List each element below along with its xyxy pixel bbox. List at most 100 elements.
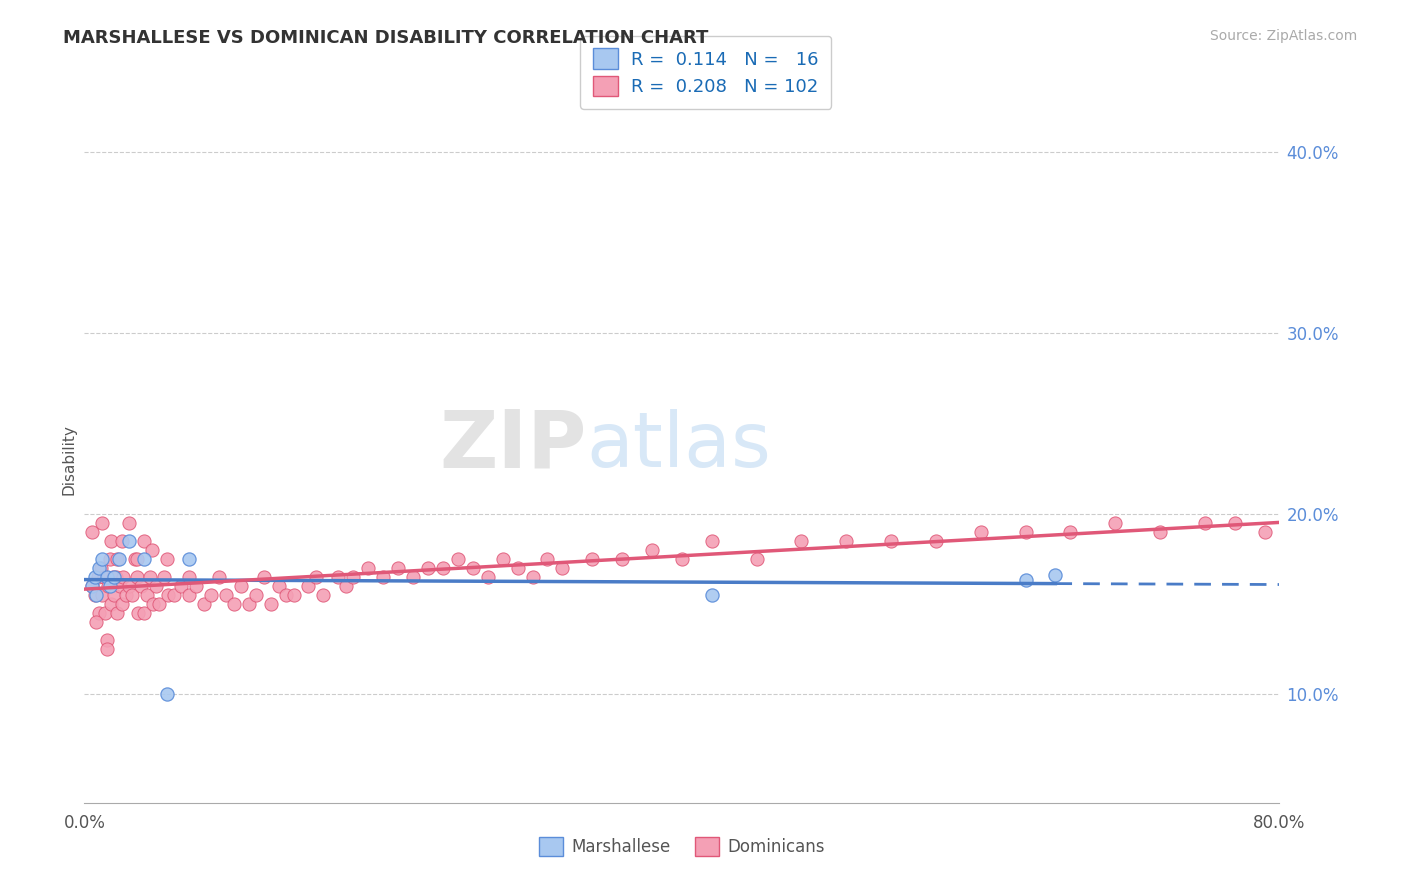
Text: Source: ZipAtlas.com: Source: ZipAtlas.com	[1209, 29, 1357, 43]
Point	[477, 570, 499, 584]
Point	[163, 588, 186, 602]
Point	[132, 551, 156, 566]
Point	[238, 597, 260, 611]
Point	[91, 551, 114, 566]
Point	[305, 570, 328, 584]
Point	[94, 606, 117, 620]
Point	[416, 561, 439, 575]
Point	[925, 533, 948, 548]
Point	[790, 533, 813, 548]
Point	[152, 570, 174, 584]
Point	[1104, 516, 1126, 530]
Point	[522, 570, 544, 584]
Point	[97, 579, 120, 593]
Point	[745, 551, 768, 566]
Point	[100, 597, 122, 611]
Point	[142, 597, 165, 611]
Point	[155, 687, 177, 701]
Point	[312, 588, 335, 602]
Point	[90, 561, 112, 575]
Point	[125, 570, 148, 584]
Point	[177, 551, 200, 566]
Point	[461, 561, 484, 575]
Text: atlas: atlas	[586, 409, 770, 483]
Point	[136, 588, 159, 602]
Text: ZIP: ZIP	[439, 407, 586, 484]
Point	[87, 570, 110, 584]
Point	[141, 542, 163, 557]
Point	[612, 551, 634, 566]
Point	[215, 588, 238, 602]
Point	[581, 551, 603, 566]
Point	[1149, 524, 1171, 539]
Point	[297, 579, 319, 593]
Point	[200, 588, 222, 602]
Point	[121, 588, 143, 602]
Point	[93, 570, 115, 584]
Point	[880, 533, 903, 548]
Legend: Marshallese, Dominicans: Marshallese, Dominicans	[533, 830, 831, 863]
Point	[1223, 516, 1246, 530]
Point	[970, 524, 993, 539]
Point	[91, 516, 114, 530]
Point	[80, 579, 103, 593]
Point	[110, 579, 132, 593]
Point	[104, 570, 127, 584]
Point	[83, 570, 105, 584]
Point	[335, 579, 357, 593]
Point	[835, 533, 858, 548]
Point	[506, 561, 529, 575]
Point	[1014, 524, 1036, 539]
Point	[100, 533, 122, 548]
Point	[118, 516, 141, 530]
Point	[112, 570, 135, 584]
Point	[129, 579, 152, 593]
Point	[357, 561, 380, 575]
Point	[208, 570, 231, 584]
Point	[132, 533, 156, 548]
Point	[700, 588, 723, 602]
Point	[89, 606, 111, 620]
Y-axis label: Disability: Disability	[60, 424, 76, 495]
Point	[105, 551, 128, 566]
Point	[671, 551, 693, 566]
Point	[1194, 516, 1216, 530]
Point	[186, 579, 208, 593]
Point	[103, 570, 125, 584]
Point	[700, 533, 723, 548]
Point	[1059, 524, 1081, 539]
Point	[193, 597, 215, 611]
Point	[96, 642, 118, 657]
Point	[157, 588, 180, 602]
Point	[118, 533, 141, 548]
Point	[283, 588, 305, 602]
Point	[1045, 568, 1067, 582]
Point	[105, 606, 128, 620]
Point	[245, 588, 267, 602]
Point	[402, 570, 425, 584]
Point	[373, 570, 395, 584]
Point	[222, 597, 245, 611]
Point	[96, 570, 118, 584]
Point	[139, 570, 162, 584]
Point	[432, 561, 454, 575]
Point	[98, 579, 121, 593]
Point	[155, 551, 177, 566]
Point	[641, 542, 664, 557]
Point	[231, 579, 253, 593]
Point	[145, 579, 167, 593]
Point	[328, 570, 350, 584]
Point	[125, 551, 148, 566]
Point	[111, 533, 134, 548]
Point	[101, 570, 124, 584]
Point	[274, 588, 297, 602]
Point	[148, 597, 170, 611]
Point	[86, 615, 108, 629]
Point	[80, 524, 103, 539]
Point	[83, 588, 105, 602]
Point	[89, 561, 111, 575]
Point	[96, 633, 118, 648]
Point	[80, 579, 103, 593]
Point	[1253, 524, 1275, 539]
Point	[1014, 574, 1036, 588]
